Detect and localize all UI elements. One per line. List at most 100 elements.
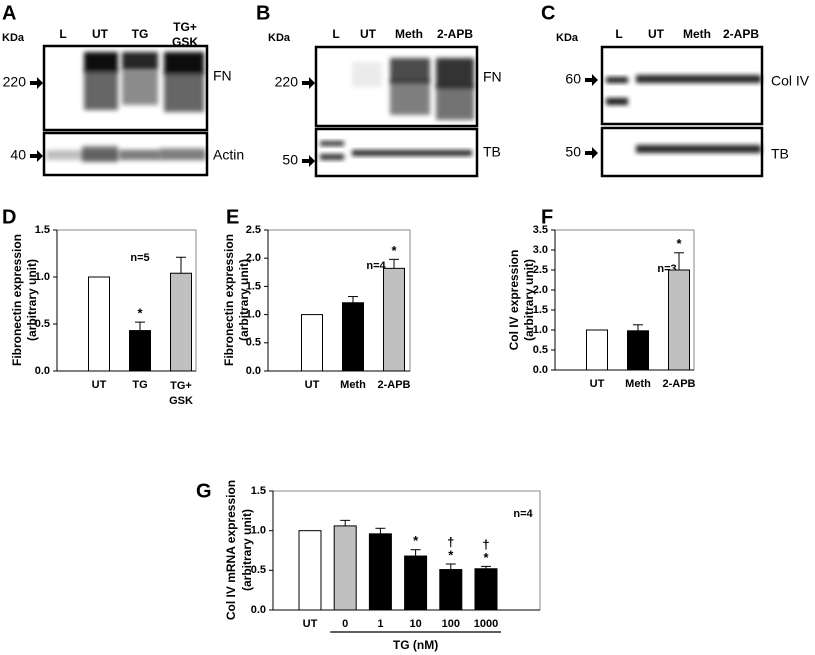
lane-label: Meth <box>683 27 711 41</box>
lane-label: Meth <box>395 27 423 41</box>
y-tick-label: 2.0 <box>533 284 548 296</box>
bar <box>668 269 690 371</box>
x-tick-label: UT <box>92 379 107 391</box>
y-tick-label: 0.5 <box>533 344 548 356</box>
y-axis-label: Col IV expression <box>507 250 521 351</box>
blot-band <box>606 98 628 105</box>
y-axis-label: (arbitrary unit) <box>237 259 251 341</box>
x-tick-label: 0 <box>342 618 348 630</box>
y-tick-label: 3.0 <box>533 244 548 256</box>
bar <box>298 530 322 611</box>
significance-label: * <box>413 533 419 548</box>
x-tick-label: 100 <box>442 618 460 630</box>
significance-label: † <box>482 537 489 552</box>
y-tick-label: 2.5 <box>533 264 548 276</box>
blot-band <box>120 150 160 160</box>
marker-arrow <box>302 77 315 89</box>
blot-frame <box>42 44 209 132</box>
marker-label: 60 <box>565 71 581 87</box>
y-tick-label: 1.0 <box>533 324 548 336</box>
x-tick-label: 2-APB <box>377 379 410 391</box>
protein-label: FN <box>483 69 502 85</box>
blot-band <box>436 85 474 120</box>
lane-label: TG <box>132 27 149 41</box>
lane-label: UT <box>360 27 377 41</box>
y-tick-label: 1.0 <box>251 525 266 537</box>
blot-band <box>164 52 204 74</box>
note: n=5 <box>130 252 149 264</box>
marker-label: 220 <box>3 74 27 90</box>
bar <box>586 329 608 371</box>
x-tick-label: TG+ GSK <box>169 380 193 407</box>
significance-label: * <box>137 306 143 321</box>
bar <box>383 267 405 372</box>
panel-letter: D <box>2 206 16 228</box>
y-axis-label: (arbitrary unit) <box>240 509 254 591</box>
unit-label: KDa <box>2 32 25 44</box>
significance-label: * <box>448 547 454 562</box>
panel-letter: E <box>226 206 239 228</box>
blot-band <box>84 70 118 110</box>
y-tick-label: 0.0 <box>246 365 261 377</box>
unit-label: KDa <box>268 32 291 44</box>
protein-label: Actin <box>213 147 244 163</box>
y-axis-label: (arbitrary unit) <box>25 259 39 341</box>
bar <box>301 314 323 372</box>
note: n=4 <box>513 508 533 520</box>
significance-label: * <box>391 243 397 258</box>
blot-band <box>606 77 628 83</box>
blot-frame <box>42 131 209 177</box>
note: n=4 <box>366 260 386 272</box>
x-tick-label: 2-APB <box>662 378 695 390</box>
bar <box>333 525 357 611</box>
blot-band <box>320 141 344 146</box>
y-tick-label: 1.0 <box>35 271 50 283</box>
blot-band <box>636 145 761 153</box>
x-tick-label: 10 <box>409 618 421 630</box>
y-tick-label: 0.0 <box>533 364 548 376</box>
significance-label: * <box>483 550 489 565</box>
bar <box>170 272 192 372</box>
x-tick-label: UT <box>305 379 320 391</box>
marker-label: 220 <box>275 74 299 90</box>
y-tick-label: 1.5 <box>246 280 261 292</box>
bar <box>439 569 463 611</box>
panel-letter: B <box>256 2 270 24</box>
bar <box>342 302 364 372</box>
blot-frame <box>314 45 479 128</box>
bar <box>404 555 428 611</box>
x-tick-label: Meth <box>340 379 366 391</box>
lane-label: UT <box>648 27 665 41</box>
x-axis-label: TG (nM) <box>393 638 438 652</box>
x-tick-label: Meth <box>625 378 651 390</box>
marker-arrow <box>302 155 315 167</box>
marker-arrow <box>30 77 43 89</box>
blot-band <box>164 72 204 112</box>
y-tick-label: 0.0 <box>251 604 266 616</box>
panel-letter: G <box>196 480 212 502</box>
y-tick-label: 1.5 <box>533 304 548 316</box>
bar <box>129 330 151 372</box>
blot-band <box>352 62 382 87</box>
blot-band <box>82 146 118 162</box>
x-tick-label: UT <box>303 618 318 630</box>
lane-label: UT <box>92 27 109 41</box>
lane-label: L <box>59 27 66 41</box>
x-tick-label: TG <box>132 379 147 391</box>
panel-letter: A <box>2 2 16 24</box>
blot-band <box>390 58 430 83</box>
bar <box>627 330 649 371</box>
lane-label: L <box>615 27 622 41</box>
marker-arrow <box>585 74 598 86</box>
y-tick-label: 2.0 <box>246 252 261 264</box>
y-tick-label: 0.0 <box>35 365 50 377</box>
blot-band <box>122 70 158 105</box>
y-tick-label: 1.0 <box>246 309 261 321</box>
protein-label: Col IV <box>771 73 810 89</box>
y-tick-label: 0.5 <box>251 564 266 576</box>
y-tick-label: 1.5 <box>251 485 266 497</box>
unit-label: KDa <box>556 32 579 44</box>
y-tick-label: 0.5 <box>246 337 261 349</box>
y-axis-label: (arbitrary unit) <box>522 259 536 341</box>
